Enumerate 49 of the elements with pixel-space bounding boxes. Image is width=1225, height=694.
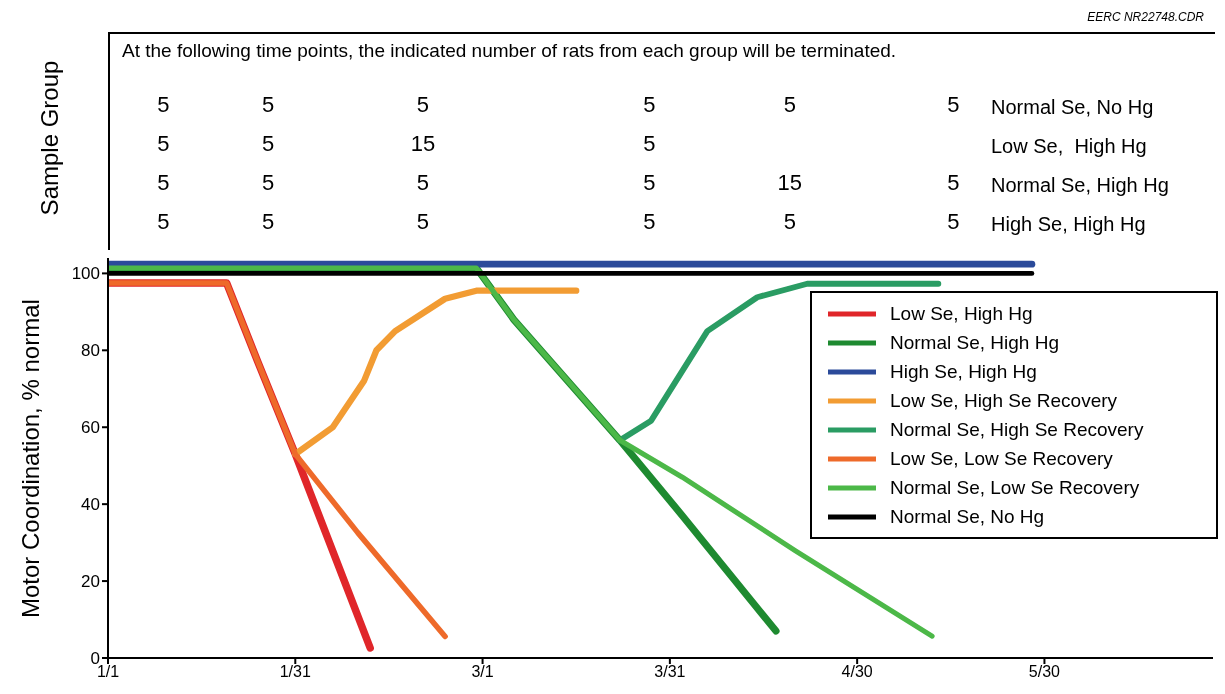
- text: 5: [157, 131, 170, 157]
- x-tick-label: 1/1: [96, 663, 120, 681]
- text: At the following time points, the indicated number of rats from each group will be terminated.: [122, 40, 897, 62]
- x-tick-label: 3/31: [654, 663, 686, 681]
- x-tick-label: 4/30: [841, 663, 873, 681]
- legend-label: Normal Se, Low Se Recovery: [890, 476, 1140, 499]
- text: High Se, High Hg: [991, 213, 1146, 236]
- legend-label: High Se, High Hg: [890, 360, 1037, 383]
- text: 5: [643, 131, 656, 157]
- text: 5: [157, 209, 170, 235]
- y-tick-label: 20: [81, 572, 100, 592]
- x-tick-label: 3/1: [471, 663, 494, 681]
- y-tick-label: 80: [81, 341, 100, 361]
- text: 15: [410, 131, 436, 157]
- text: 5: [783, 92, 796, 118]
- y-tick-label: 100: [71, 264, 100, 284]
- text: Normal Se, No Hg: [991, 96, 1154, 119]
- text: 5: [947, 209, 960, 235]
- text: 5: [262, 170, 275, 196]
- text: 5: [947, 92, 960, 118]
- text: Sample Group: [36, 60, 64, 216]
- text: 5: [416, 170, 430, 196]
- text: 5: [643, 92, 656, 118]
- x-tick-label: 1/31: [279, 663, 311, 681]
- legend-label: Normal Se, High Hg: [890, 331, 1059, 354]
- text: EERC NR22748.CDR: [1087, 10, 1204, 24]
- text: 15: [777, 170, 803, 196]
- legend-label: Normal Se, No Hg: [890, 505, 1045, 528]
- text: Normal Se, High Hg: [991, 174, 1169, 197]
- legend-label: Low Se, Low Se Recovery: [890, 447, 1113, 470]
- text: 5: [262, 131, 275, 157]
- text: 5: [783, 209, 796, 235]
- y-axis-title: Motor Coordination, % normal: [16, 299, 44, 618]
- text: 5: [416, 92, 430, 118]
- legend-label: Low Se, High Se Recovery: [890, 389, 1118, 412]
- y-tick-label: 60: [81, 418, 100, 438]
- x-tick-label: 5/30: [1028, 663, 1061, 681]
- text: 5: [157, 92, 170, 118]
- text: 5: [157, 170, 170, 196]
- text: 5: [643, 209, 656, 235]
- text: 5: [416, 209, 430, 235]
- text: 5: [643, 170, 656, 196]
- text: 5: [262, 209, 275, 235]
- text: 5: [947, 170, 960, 196]
- y-tick-label: 40: [81, 495, 100, 515]
- text: Low Se, High Hg: [991, 135, 1147, 158]
- legend-label: Normal Se, High Se Recovery: [890, 418, 1144, 441]
- legend-label: Low Se, High Hg: [890, 302, 1033, 325]
- text: 5: [262, 92, 275, 118]
